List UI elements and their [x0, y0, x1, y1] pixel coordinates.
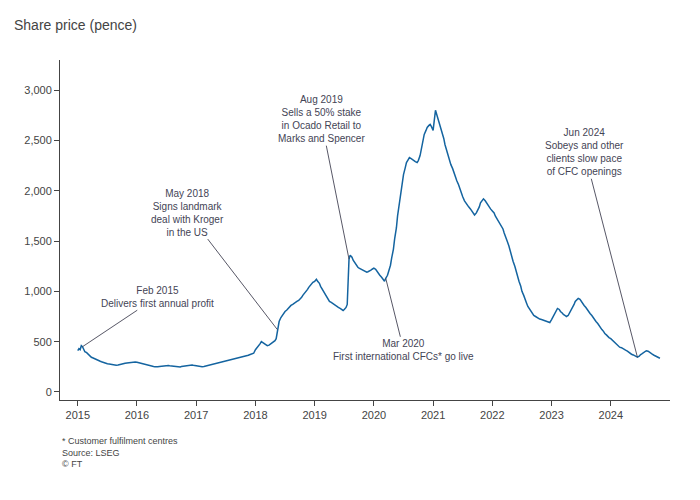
svg-text:2022: 2022 — [480, 409, 504, 421]
svg-text:2018: 2018 — [243, 409, 267, 421]
svg-text:2017: 2017 — [184, 409, 208, 421]
svg-text:500: 500 — [33, 336, 51, 348]
svg-text:Jun 2024Sobeys and otherclient: Jun 2024Sobeys and otherclients slow pac… — [545, 127, 624, 177]
svg-text:3,000: 3,000 — [24, 84, 52, 96]
svg-text:2015: 2015 — [66, 409, 90, 421]
svg-text:2024: 2024 — [599, 409, 623, 421]
svg-text:2016: 2016 — [125, 409, 149, 421]
svg-text:2,500: 2,500 — [24, 134, 52, 146]
svg-text:2020: 2020 — [362, 409, 386, 421]
svg-text:1,500: 1,500 — [24, 235, 52, 247]
svg-text:2023: 2023 — [539, 409, 563, 421]
svg-text:2019: 2019 — [302, 409, 326, 421]
svg-text:* Customer fulfilment centresS: * Customer fulfilment centresSource: LSE… — [62, 436, 178, 469]
svg-text:May 2018Signs landmarkdeal wit: May 2018Signs landmarkdeal with Krogerin… — [151, 188, 224, 238]
svg-text:1,000: 1,000 — [24, 285, 52, 297]
svg-text:2021: 2021 — [421, 409, 445, 421]
svg-text:Feb 2015Delivers first annual: Feb 2015Delivers first annual profit — [101, 285, 214, 309]
svg-text:0: 0 — [46, 386, 52, 398]
svg-text:2,000: 2,000 — [24, 185, 52, 197]
svg-text:Mar 2020First international CF: Mar 2020First international CFCs* go liv… — [333, 338, 474, 362]
svg-text:Share price (pence): Share price (pence) — [14, 17, 137, 33]
svg-text:Aug 2019Sells a 50% stakein Oc: Aug 2019Sells a 50% stakein Ocado Retail… — [278, 94, 365, 144]
